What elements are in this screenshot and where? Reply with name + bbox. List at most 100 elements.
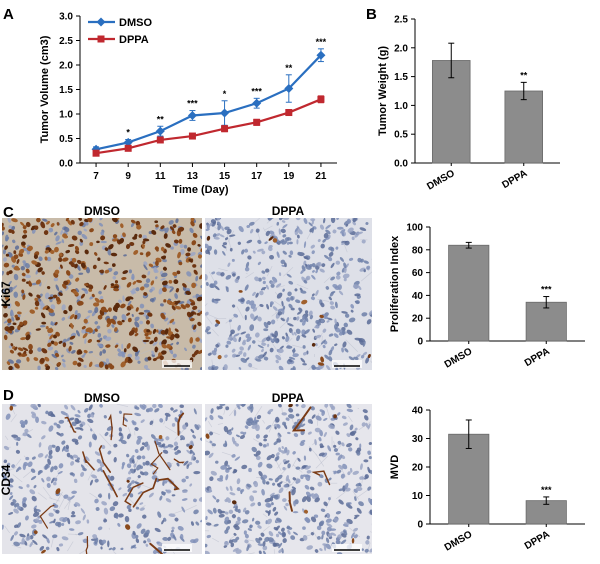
x-tick-label: 19 [283,171,295,182]
stroma-fiber [371,259,376,260]
label-cd34-dppa: DPPA [272,391,305,405]
data-point [285,109,292,116]
stroma-fiber [372,524,373,530]
y-axis-title: Tumor Weight (g) [377,46,389,136]
bar-dmso [449,245,489,341]
y-axis-title: MVD [389,455,401,480]
significance-marker: ** [285,63,293,73]
x-tick-label: DPPA [500,168,529,191]
label-cd34-stain: CD34 [0,464,13,495]
y-tick-label: 2.5 [394,15,408,26]
significance-marker: ** [157,114,165,124]
y-tick-label: 0.5 [59,134,73,145]
nucleus [255,424,260,431]
y-tick-label: 0.0 [59,159,73,170]
x-tick-label: 11 [155,171,166,182]
x-tick-label: 9 [125,171,131,182]
significance-marker: ** [520,70,528,80]
legend-swatch-marker [98,36,105,43]
legend: DMSO DPPA [88,17,152,46]
bar-chart-tumor-weight: 0.0 0.5 1.0 1.5 2.0 2.5 DMSO ** DPPA Tumor Weight… [377,15,560,193]
x-tick-label: DMSO [443,346,475,371]
y-tick-label: 0.5 [394,130,408,141]
y-tick-label: 1.0 [59,110,73,121]
data-point [220,109,229,118]
nucleus [295,467,300,470]
nucleus [107,540,109,547]
y-tick-label: 1.0 [394,101,408,112]
y-tick-label: 0 [417,337,423,348]
x-tick-label: DPPA [523,529,552,552]
significance-marker: *** [541,285,552,295]
y-tick-label: 2.0 [394,43,408,54]
data-point [93,150,100,157]
significance-marker: *** [251,86,262,96]
data-point [125,145,132,152]
y-tick-label: 20 [412,314,424,325]
legend-swatch-marker [97,18,106,27]
series-dppa [93,96,325,157]
micrograph-ki67-dppa [202,214,378,376]
y-tick-label: 10 [412,491,424,502]
x-tick-label: 15 [219,171,231,182]
y-axis-title: Tumor Volume (cm3) [39,35,51,143]
y-tick-label: 40 [412,406,424,417]
x-tick-label: 21 [315,171,327,182]
label-cd34-dmso: DMSO [84,391,120,405]
label-ki67-stain: Ki67 [0,281,13,307]
legend-label: DMSO [119,17,152,29]
micrograph-ki67-dmso [0,207,206,372]
nucleus [129,269,132,273]
data-point [253,119,260,126]
stroma-fiber [246,273,248,274]
data-point [317,96,324,103]
x-tick-label: DMSO [443,529,475,554]
stained-nucleus [96,241,100,244]
scale-bar-box [162,544,192,552]
significance-marker: *** [316,37,327,47]
y-tick-label: 1.5 [59,85,73,96]
stained-nucleus [192,264,196,268]
significance-marker: * [126,127,130,137]
data-point [252,99,261,108]
data-point [221,125,228,132]
nucleus [331,216,335,223]
nucleus [285,503,289,506]
x-tick-label: 13 [187,171,199,182]
y-tick-label: 60 [412,268,424,279]
scale-bar-box [332,360,362,368]
y-tick-label: 2.0 [59,61,73,72]
scale-bar-box [162,360,192,368]
stained-nucleus [154,347,157,353]
nucleus [37,366,40,371]
nucleus [232,259,235,262]
significance-marker: *** [541,485,552,495]
x-tick-label: DMSO [425,168,457,193]
y-axis-title: Proliferation Index [389,235,401,332]
data-point [188,111,197,120]
x-tick-label: DPPA [523,346,552,369]
stroma-fiber [62,402,67,404]
significance-marker: *** [187,99,198,109]
data-point [189,133,196,140]
y-tick-label: 0.0 [394,159,408,170]
panel-label-d: D [3,387,14,404]
x-axis-title: Time (Day) [172,184,228,196]
nucleus [252,490,257,493]
legend-label: DPPA [119,34,149,46]
scale-bar-box [332,544,362,552]
micrograph-cd34-dppa [203,400,375,555]
y-tick-label: 2.5 [59,36,73,47]
panel-label-a: A [3,6,14,23]
micrograph-cd34-dmso [1,402,206,559]
y-tick-label: 80 [412,245,424,256]
x-tick-label: 17 [251,171,263,182]
y-tick-label: 0 [417,520,423,531]
y-tick-label: 1.5 [394,72,408,83]
data-point [156,127,165,136]
y-tick-label: 20 [412,463,424,474]
